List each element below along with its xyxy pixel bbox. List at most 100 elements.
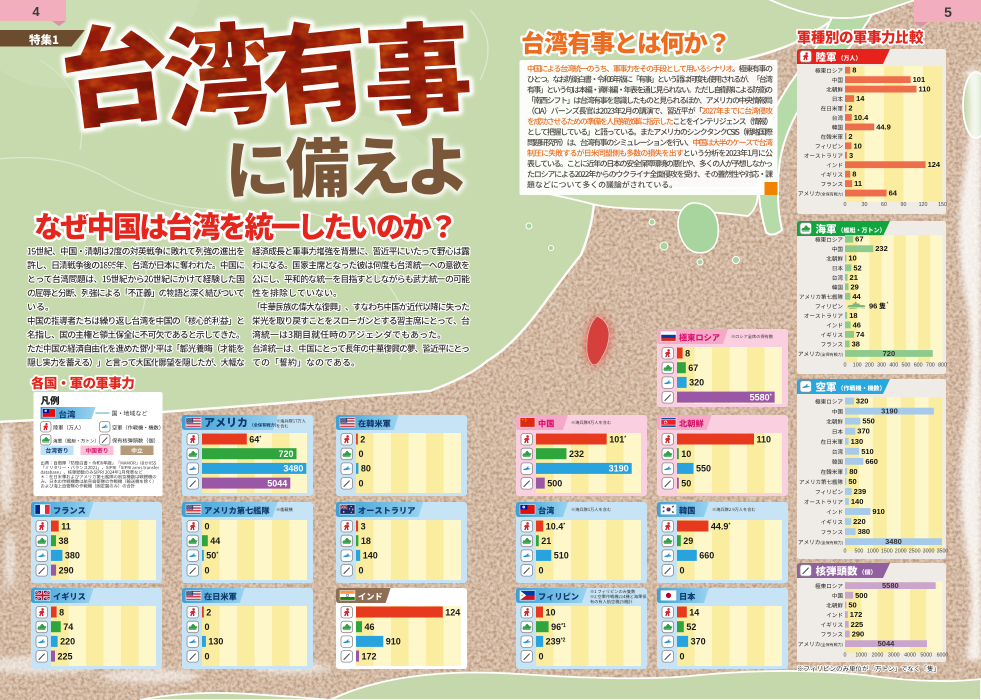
svg-text:110: 110 (919, 85, 931, 94)
svg-text:910: 910 (386, 637, 401, 647)
svg-text:150: 150 (938, 202, 947, 208)
svg-text:*: * (887, 301, 889, 307)
svg-text:96*1: 96*1 (551, 622, 566, 632)
svg-text:64: 64 (889, 189, 898, 198)
svg-text:300: 300 (877, 363, 886, 369)
svg-text:232: 232 (569, 449, 584, 459)
svg-text:50: 50 (848, 600, 856, 609)
svg-text:0: 0 (844, 549, 847, 555)
svg-text:2500: 2500 (909, 549, 921, 555)
svg-text:380: 380 (65, 551, 80, 561)
svg-text:550: 550 (696, 464, 711, 474)
svg-text:10: 10 (854, 141, 862, 150)
svg-text:700: 700 (926, 363, 935, 369)
svg-text:660: 660 (699, 551, 714, 561)
svg-text:50: 50 (848, 477, 856, 486)
svg-text:14: 14 (856, 94, 865, 103)
svg-text:50: 50 (681, 478, 691, 488)
svg-text:4: 4 (32, 4, 40, 19)
svg-text:5: 5 (944, 4, 952, 20)
svg-text:400: 400 (889, 363, 898, 369)
svg-text:0: 0 (539, 565, 544, 575)
svg-text:130: 130 (851, 437, 864, 446)
svg-text:3190: 3190 (609, 464, 629, 474)
svg-text:8: 8 (852, 66, 856, 75)
svg-text:232: 232 (875, 244, 888, 253)
svg-text:140: 140 (851, 497, 864, 506)
svg-text:3500: 3500 (937, 549, 949, 555)
svg-text:44: 44 (210, 536, 220, 546)
svg-text:6000: 6000 (937, 652, 949, 658)
svg-text:3: 3 (361, 521, 366, 531)
svg-text:14: 14 (689, 607, 699, 617)
svg-text:67: 67 (855, 235, 863, 244)
svg-text:2: 2 (848, 132, 852, 141)
svg-text:1000: 1000 (867, 549, 879, 555)
svg-text:90: 90 (901, 202, 907, 208)
svg-text:38: 38 (852, 339, 860, 348)
svg-text:5044: 5044 (878, 639, 896, 648)
svg-text:50*: 50* (206, 551, 218, 561)
svg-text:44.9: 44.9 (876, 122, 891, 131)
svg-text:29: 29 (683, 536, 693, 546)
svg-text:290: 290 (852, 629, 865, 638)
svg-text:500: 500 (902, 363, 911, 369)
svg-text:44: 44 (852, 292, 861, 301)
svg-text:720: 720 (883, 349, 896, 358)
svg-text:2000: 2000 (895, 549, 907, 555)
svg-text:8: 8 (852, 170, 856, 179)
svg-text:101: 101 (913, 75, 926, 84)
svg-text:5580: 5580 (882, 581, 899, 590)
svg-text:80: 80 (361, 464, 371, 474)
svg-text:0: 0 (680, 651, 685, 661)
svg-text:21: 21 (850, 273, 858, 282)
svg-text:172: 172 (362, 651, 377, 661)
svg-text:10: 10 (546, 607, 556, 617)
svg-text:290: 290 (59, 565, 74, 575)
svg-text:500: 500 (855, 591, 868, 600)
svg-text:100: 100 (853, 363, 862, 369)
svg-text:74: 74 (856, 330, 865, 339)
svg-text:3000: 3000 (923, 549, 935, 555)
svg-text:60: 60 (881, 202, 887, 208)
svg-text:0: 0 (844, 202, 847, 208)
svg-text:172: 172 (850, 610, 863, 619)
svg-text:8: 8 (685, 348, 690, 358)
svg-text:8: 8 (59, 607, 64, 617)
svg-text:510: 510 (861, 447, 874, 456)
svg-text:18: 18 (849, 311, 857, 320)
svg-text:52: 52 (853, 263, 861, 272)
svg-text:1000: 1000 (855, 652, 867, 658)
svg-text:3480: 3480 (283, 464, 303, 474)
svg-text:29: 29 (851, 282, 859, 291)
svg-text:18: 18 (361, 536, 371, 546)
svg-text:0: 0 (680, 565, 685, 575)
svg-text:21: 21 (541, 536, 551, 546)
svg-text:120: 120 (919, 202, 928, 208)
svg-text:510: 510 (554, 551, 569, 561)
svg-text:500: 500 (547, 478, 562, 488)
svg-text:380: 380 (858, 527, 871, 536)
svg-text:3480: 3480 (885, 537, 902, 546)
svg-text:64*: 64* (249, 434, 261, 444)
svg-text:130: 130 (208, 637, 223, 647)
svg-text:239: 239 (854, 487, 867, 496)
svg-text:0: 0 (359, 478, 364, 488)
svg-text:46: 46 (853, 320, 861, 329)
svg-text:10: 10 (848, 254, 856, 263)
svg-text:44.9*: 44.9* (711, 521, 731, 531)
svg-text:110: 110 (757, 434, 772, 444)
svg-text:660: 660 (865, 457, 878, 466)
svg-text:5044: 5044 (267, 478, 287, 488)
svg-text:0: 0 (205, 622, 210, 632)
svg-text:370: 370 (691, 637, 706, 647)
svg-text:140: 140 (363, 551, 378, 561)
svg-text:720: 720 (278, 449, 293, 459)
svg-text:200: 200 (865, 363, 874, 369)
svg-text:101*: 101* (609, 434, 626, 444)
svg-text:10: 10 (681, 449, 691, 459)
svg-text:0: 0 (205, 651, 210, 661)
svg-text:0: 0 (205, 521, 210, 531)
svg-text:10.4: 10.4 (854, 113, 869, 122)
svg-text:220: 220 (60, 637, 75, 647)
